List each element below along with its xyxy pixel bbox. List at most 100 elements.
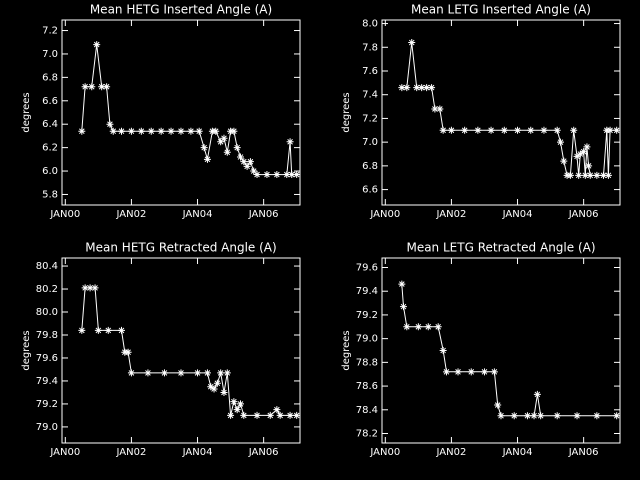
y-tick-label: 80.4 xyxy=(36,261,58,272)
star-marker xyxy=(118,127,125,135)
x-tick-label: JAN04 xyxy=(182,209,213,220)
x-tick-label: JAN04 xyxy=(502,209,533,220)
star-marker xyxy=(203,369,211,377)
star-marker xyxy=(273,406,281,414)
star-marker xyxy=(474,126,482,134)
y-tick-label: 6.8 xyxy=(42,72,58,83)
star-marker xyxy=(220,134,228,142)
plot-frame xyxy=(381,257,621,444)
star-marker xyxy=(423,84,431,92)
star-marker xyxy=(436,105,444,113)
star-marker xyxy=(223,369,231,377)
y-tick-label: 78.4 xyxy=(356,405,378,416)
star-marker xyxy=(240,411,248,419)
y-tick-label: 79.2 xyxy=(36,399,58,410)
star-marker xyxy=(276,411,284,419)
star-marker xyxy=(480,368,488,376)
star-marker xyxy=(91,284,99,292)
star-marker xyxy=(494,401,502,409)
y-tick-label: 80.2 xyxy=(36,284,58,295)
series-line xyxy=(81,44,297,176)
x-tick-label: JAN04 xyxy=(182,447,213,458)
star-marker xyxy=(237,400,244,408)
y-axis-label: degrees xyxy=(21,330,32,370)
star-marker xyxy=(439,126,447,134)
x-tick-label: JAN00 xyxy=(369,209,400,220)
star-marker xyxy=(490,368,498,376)
star-marker xyxy=(570,126,578,134)
y-tick-label: 79.6 xyxy=(36,353,58,364)
star-marker xyxy=(523,412,531,420)
star-marker xyxy=(207,383,215,391)
star-marker xyxy=(606,126,614,134)
star-marker xyxy=(195,127,203,135)
y-tick-label: 79.6 xyxy=(356,262,378,273)
star-marker xyxy=(81,284,89,292)
x-tick-label: JAN06 xyxy=(568,447,599,458)
chart-title: Mean HETG Retracted Angle (A) xyxy=(85,241,276,255)
y-tick-label: 79.8 xyxy=(36,330,58,341)
star-marker xyxy=(533,390,541,398)
y-tick-label: 5.8 xyxy=(42,189,58,200)
star-marker xyxy=(273,171,281,179)
star-marker xyxy=(233,144,241,152)
star-marker xyxy=(497,412,505,420)
star-marker xyxy=(286,138,294,146)
y-tick-label: 78.6 xyxy=(356,381,378,392)
star-marker xyxy=(581,171,589,179)
series-line xyxy=(401,284,617,417)
y-axis-label: degrees xyxy=(21,92,32,132)
star-marker xyxy=(127,369,135,377)
star-marker xyxy=(454,368,462,376)
star-marker xyxy=(403,323,411,331)
star-marker xyxy=(203,155,211,163)
star-marker xyxy=(575,171,583,179)
x-tick-label: JAN06 xyxy=(568,209,599,220)
star-marker xyxy=(109,127,117,135)
star-marker xyxy=(487,126,495,134)
star-marker xyxy=(553,126,561,134)
x-tick-label: JAN02 xyxy=(116,447,147,458)
star-marker xyxy=(461,126,469,134)
y-axis-label: degrees xyxy=(341,92,352,132)
plot-frame xyxy=(61,19,301,206)
chart-title: Mean LETG Retracted Angle (A) xyxy=(406,241,595,255)
y-tick-label: 79.2 xyxy=(356,310,378,321)
y-tick-label: 7.0 xyxy=(42,49,58,60)
y-axis-label: degrees xyxy=(341,330,352,370)
y-tick-label: 79.0 xyxy=(356,334,378,345)
y-tick-label: 7.8 xyxy=(362,42,378,53)
chart-title: Mean HETG Inserted Angle (A) xyxy=(90,3,272,17)
star-marker xyxy=(118,326,125,334)
star-marker xyxy=(217,369,225,377)
star-marker xyxy=(573,412,581,420)
star-marker xyxy=(431,105,439,113)
star-marker xyxy=(293,411,301,419)
star-marker xyxy=(147,127,155,135)
y-tick-label: 7.0 xyxy=(362,137,378,148)
star-marker xyxy=(583,143,591,151)
x-tick-label: JAN00 xyxy=(49,209,80,220)
star-marker xyxy=(604,171,612,179)
star-marker xyxy=(585,162,593,170)
star-marker xyxy=(530,412,538,420)
y-tick-label: 78.2 xyxy=(356,429,378,440)
star-marker xyxy=(418,84,426,92)
star-marker xyxy=(514,126,522,134)
star-marker xyxy=(200,144,208,152)
star-marker xyxy=(403,84,411,92)
x-tick-label: JAN00 xyxy=(369,447,400,458)
star-marker xyxy=(439,347,447,354)
x-tick-label: JAN02 xyxy=(436,209,467,220)
star-marker xyxy=(127,127,135,135)
star-marker xyxy=(253,171,261,179)
y-tick-label: 79.4 xyxy=(356,286,378,297)
star-marker xyxy=(124,348,132,356)
star-marker xyxy=(223,148,231,156)
star-marker xyxy=(428,84,436,92)
y-tick-label: 78.8 xyxy=(356,357,378,368)
star-marker xyxy=(237,153,244,161)
star-marker xyxy=(233,406,241,414)
